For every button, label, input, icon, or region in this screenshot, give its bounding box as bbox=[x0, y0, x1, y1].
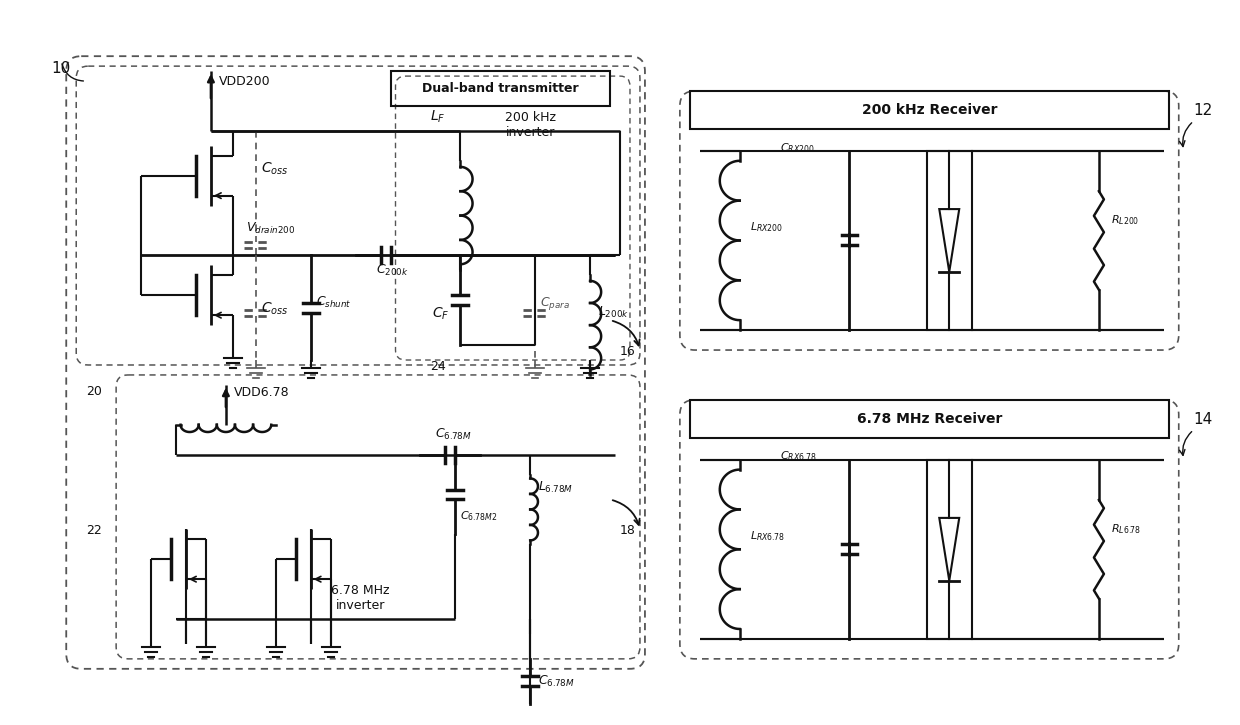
Bar bbox=[391, 71, 610, 106]
Text: $L_{RX6.78}$: $L_{RX6.78}$ bbox=[750, 529, 785, 543]
Text: 20: 20 bbox=[87, 385, 102, 398]
Text: 18: 18 bbox=[620, 524, 636, 537]
Bar bbox=[689, 400, 1169, 438]
Text: $L_F$: $L_F$ bbox=[430, 109, 446, 125]
Text: $C_F$: $C_F$ bbox=[433, 305, 450, 322]
Text: $C_{6.78M}$: $C_{6.78M}$ bbox=[538, 674, 575, 689]
Text: $C_{oss}$: $C_{oss}$ bbox=[260, 300, 289, 317]
Text: $C_{6.78M}$: $C_{6.78M}$ bbox=[435, 427, 472, 442]
Text: inverter: inverter bbox=[506, 126, 554, 139]
Text: $C_{RX200}$: $C_{RX200}$ bbox=[780, 141, 815, 154]
Text: $C_{shunt}$: $C_{shunt}$ bbox=[316, 295, 351, 310]
Text: VDD6.78: VDD6.78 bbox=[234, 386, 289, 399]
Text: $C_{para}$: $C_{para}$ bbox=[541, 295, 570, 312]
Text: $L_{RX200}$: $L_{RX200}$ bbox=[750, 220, 782, 234]
Bar bbox=[689, 91, 1169, 129]
Text: Dual-band transmitter: Dual-band transmitter bbox=[422, 81, 579, 94]
Bar bbox=[926, 460, 972, 639]
Text: $R_{L6.78}$: $R_{L6.78}$ bbox=[1111, 523, 1141, 536]
Text: $C_{200k}$: $C_{200k}$ bbox=[376, 263, 408, 278]
Text: 16: 16 bbox=[620, 345, 636, 358]
Text: $C_{RX6.78}$: $C_{RX6.78}$ bbox=[780, 450, 816, 463]
Text: 6.78 MHz: 6.78 MHz bbox=[331, 584, 389, 597]
Text: 10: 10 bbox=[51, 61, 71, 76]
Text: 6.78 MHz Receiver: 6.78 MHz Receiver bbox=[857, 412, 1002, 426]
Text: 24: 24 bbox=[430, 360, 446, 373]
Bar bbox=[926, 151, 972, 330]
Text: VDD200: VDD200 bbox=[219, 75, 270, 88]
Text: inverter: inverter bbox=[336, 599, 386, 612]
Text: 200 kHz: 200 kHz bbox=[505, 111, 556, 124]
Text: $V_{drain200}$: $V_{drain200}$ bbox=[246, 220, 295, 236]
Text: 200 kHz Receiver: 200 kHz Receiver bbox=[862, 103, 997, 117]
Text: $R_{L200}$: $R_{L200}$ bbox=[1111, 214, 1140, 228]
Text: 14: 14 bbox=[1194, 413, 1213, 427]
Text: $L_{200k}$: $L_{200k}$ bbox=[598, 305, 629, 320]
Text: $C_{oss}$: $C_{oss}$ bbox=[260, 161, 289, 177]
Text: 12: 12 bbox=[1194, 104, 1213, 118]
Text: 22: 22 bbox=[87, 524, 102, 537]
Text: $L_{6.78M}$: $L_{6.78M}$ bbox=[538, 479, 573, 494]
Text: $C_{6.78M2}$: $C_{6.78M2}$ bbox=[460, 510, 497, 523]
